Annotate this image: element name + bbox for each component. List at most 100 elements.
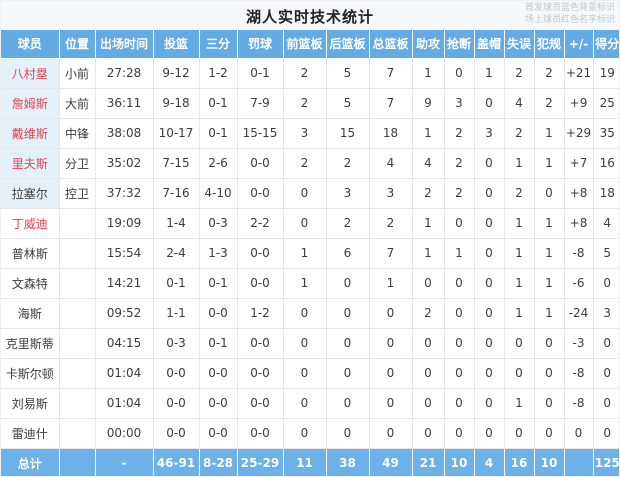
total-stat-cell: 49: [369, 448, 413, 476]
stat-cell: 0: [593, 328, 619, 359]
stat-cell: 1-2: [199, 58, 238, 89]
legend-oncourt-note: 场上球员红色名字标识: [524, 15, 615, 25]
stat-cell: 0: [326, 268, 370, 299]
stat-cell: [59, 418, 96, 449]
stat-cell: 1: [504, 238, 535, 269]
player-name: 卡斯尔顿: [1, 358, 60, 389]
stat-cell: 0: [593, 268, 619, 299]
stat-cell: 6: [326, 238, 370, 269]
stat-cell: 2-4: [153, 238, 200, 269]
stat-cell: 0-0: [199, 358, 238, 389]
stat-cell: 0-0: [237, 148, 284, 179]
stat-cell: 9-18: [153, 88, 200, 119]
stat-cell: 0: [504, 328, 535, 359]
stat-cell: 18: [369, 118, 413, 149]
stat-cell: 0: [444, 328, 475, 359]
stat-cell: 5: [326, 58, 370, 89]
player-row: 詹姆斯 大前 36:11 9-18 0-1 7-9 2 5 7 9 3 0 4 2 +9 25: [1, 88, 619, 119]
player-name: 里夫斯: [1, 148, 60, 179]
stat-cell: 7: [369, 58, 413, 89]
stat-cell: 0-1: [199, 88, 238, 119]
stat-cell: 1: [534, 148, 565, 179]
stat-cell: 2: [504, 58, 535, 89]
stat-cell: -8: [564, 388, 594, 419]
stat-cell: 0-0: [237, 328, 284, 359]
stat-cell: 5: [593, 238, 619, 269]
stat-cell: 0: [326, 358, 370, 389]
total-stat-cell: 8-28: [199, 448, 238, 476]
stat-cell: 大前: [59, 88, 96, 119]
stat-cell: 1-3: [199, 238, 238, 269]
stat-cell: 1: [504, 208, 535, 239]
stat-cell: 0-0: [237, 418, 284, 449]
column-header: +/-: [564, 30, 594, 59]
total-stat-cell: 125: [593, 448, 619, 476]
stat-cell: -6: [564, 268, 594, 299]
player-name: 刘易斯: [1, 388, 60, 419]
column-header: 罚球: [237, 30, 284, 59]
stat-cell: 2: [504, 178, 535, 209]
stat-cell: 2: [283, 58, 327, 89]
stat-cell: 25: [593, 88, 619, 119]
stat-cell: 0-0: [237, 268, 284, 299]
stat-cell: 4: [412, 148, 445, 179]
stat-cell: 0: [474, 298, 505, 329]
stat-cell: 0: [474, 238, 505, 269]
stat-cell: 0: [474, 328, 505, 359]
stat-cell: 5: [326, 88, 370, 119]
stat-cell: 0-0: [199, 418, 238, 449]
column-header: 总篮板: [369, 30, 413, 59]
stat-cell: 0: [369, 298, 413, 329]
stat-cell: 0-0: [199, 298, 238, 329]
stat-cell: +8: [564, 178, 594, 209]
stat-cell: 7-16: [153, 178, 200, 209]
stat-cell: 2: [444, 178, 475, 209]
stats-table: 球员 位置 出场时间 投篮 三分 罚球 前篮板 后篮板 总篮板 助攻 抢断 盖帽 失误 犯规 +/- 得分 八…: [1, 30, 619, 476]
stat-cell: 2: [369, 208, 413, 239]
total-stat-cell: 4: [474, 448, 505, 476]
stat-cell: 0: [412, 418, 445, 449]
stat-cell: 3: [474, 118, 505, 149]
stat-cell: 0: [283, 208, 327, 239]
stat-cell: 0: [504, 358, 535, 389]
stat-cell: 中锋: [59, 118, 96, 149]
total-stat-cell: [59, 448, 96, 476]
stat-cell: 3: [593, 298, 619, 329]
stat-cell: 2-6: [199, 148, 238, 179]
stat-cell: 0: [412, 268, 445, 299]
column-header: 投篮: [153, 30, 200, 59]
stat-cell: 0: [326, 388, 370, 419]
player-row: 里夫斯 分卫 35:02 7-15 2-6 0-0 2 2 4 4 2 0 1 1 +7 16: [1, 148, 619, 179]
stat-cell: 0: [444, 58, 475, 89]
stat-cell: 4-10: [199, 178, 238, 209]
stat-cell: [59, 388, 96, 419]
stat-cell: 0: [444, 418, 475, 449]
stat-cell: 3: [283, 118, 327, 149]
stat-cell: +7: [564, 148, 594, 179]
stat-cell: 0: [369, 418, 413, 449]
stat-cell: 2: [444, 148, 475, 179]
stat-cell: 1: [283, 268, 327, 299]
stat-cell: 0: [283, 358, 327, 389]
stat-cell: 3: [444, 88, 475, 119]
stat-cell: 0: [474, 88, 505, 119]
stat-cell: 1-4: [153, 208, 200, 239]
stat-cell: 0-1: [237, 58, 284, 89]
stat-cell: 0: [534, 388, 565, 419]
stat-cell: 10-17: [153, 118, 200, 149]
stat-cell: 4: [593, 208, 619, 239]
column-header: 前篮板: [283, 30, 327, 59]
stat-cell: 1: [474, 58, 505, 89]
stat-cell: 2-2: [237, 208, 284, 239]
stat-cell: 0: [474, 148, 505, 179]
column-header: 出场时间: [95, 30, 154, 59]
stat-cell: 0: [283, 178, 327, 209]
stat-cell: 38:08: [95, 118, 154, 149]
stat-cell: 0-3: [199, 208, 238, 239]
stat-cell: 1: [534, 298, 565, 329]
stat-cell: 7-9: [237, 88, 284, 119]
player-name: 文森特: [1, 268, 60, 299]
stat-cell: +21: [564, 58, 594, 89]
player-row: 刘易斯 01:04 0-0 0-0 0-0 0 0 0 0 0 0 1 0 -8 0: [1, 388, 619, 419]
